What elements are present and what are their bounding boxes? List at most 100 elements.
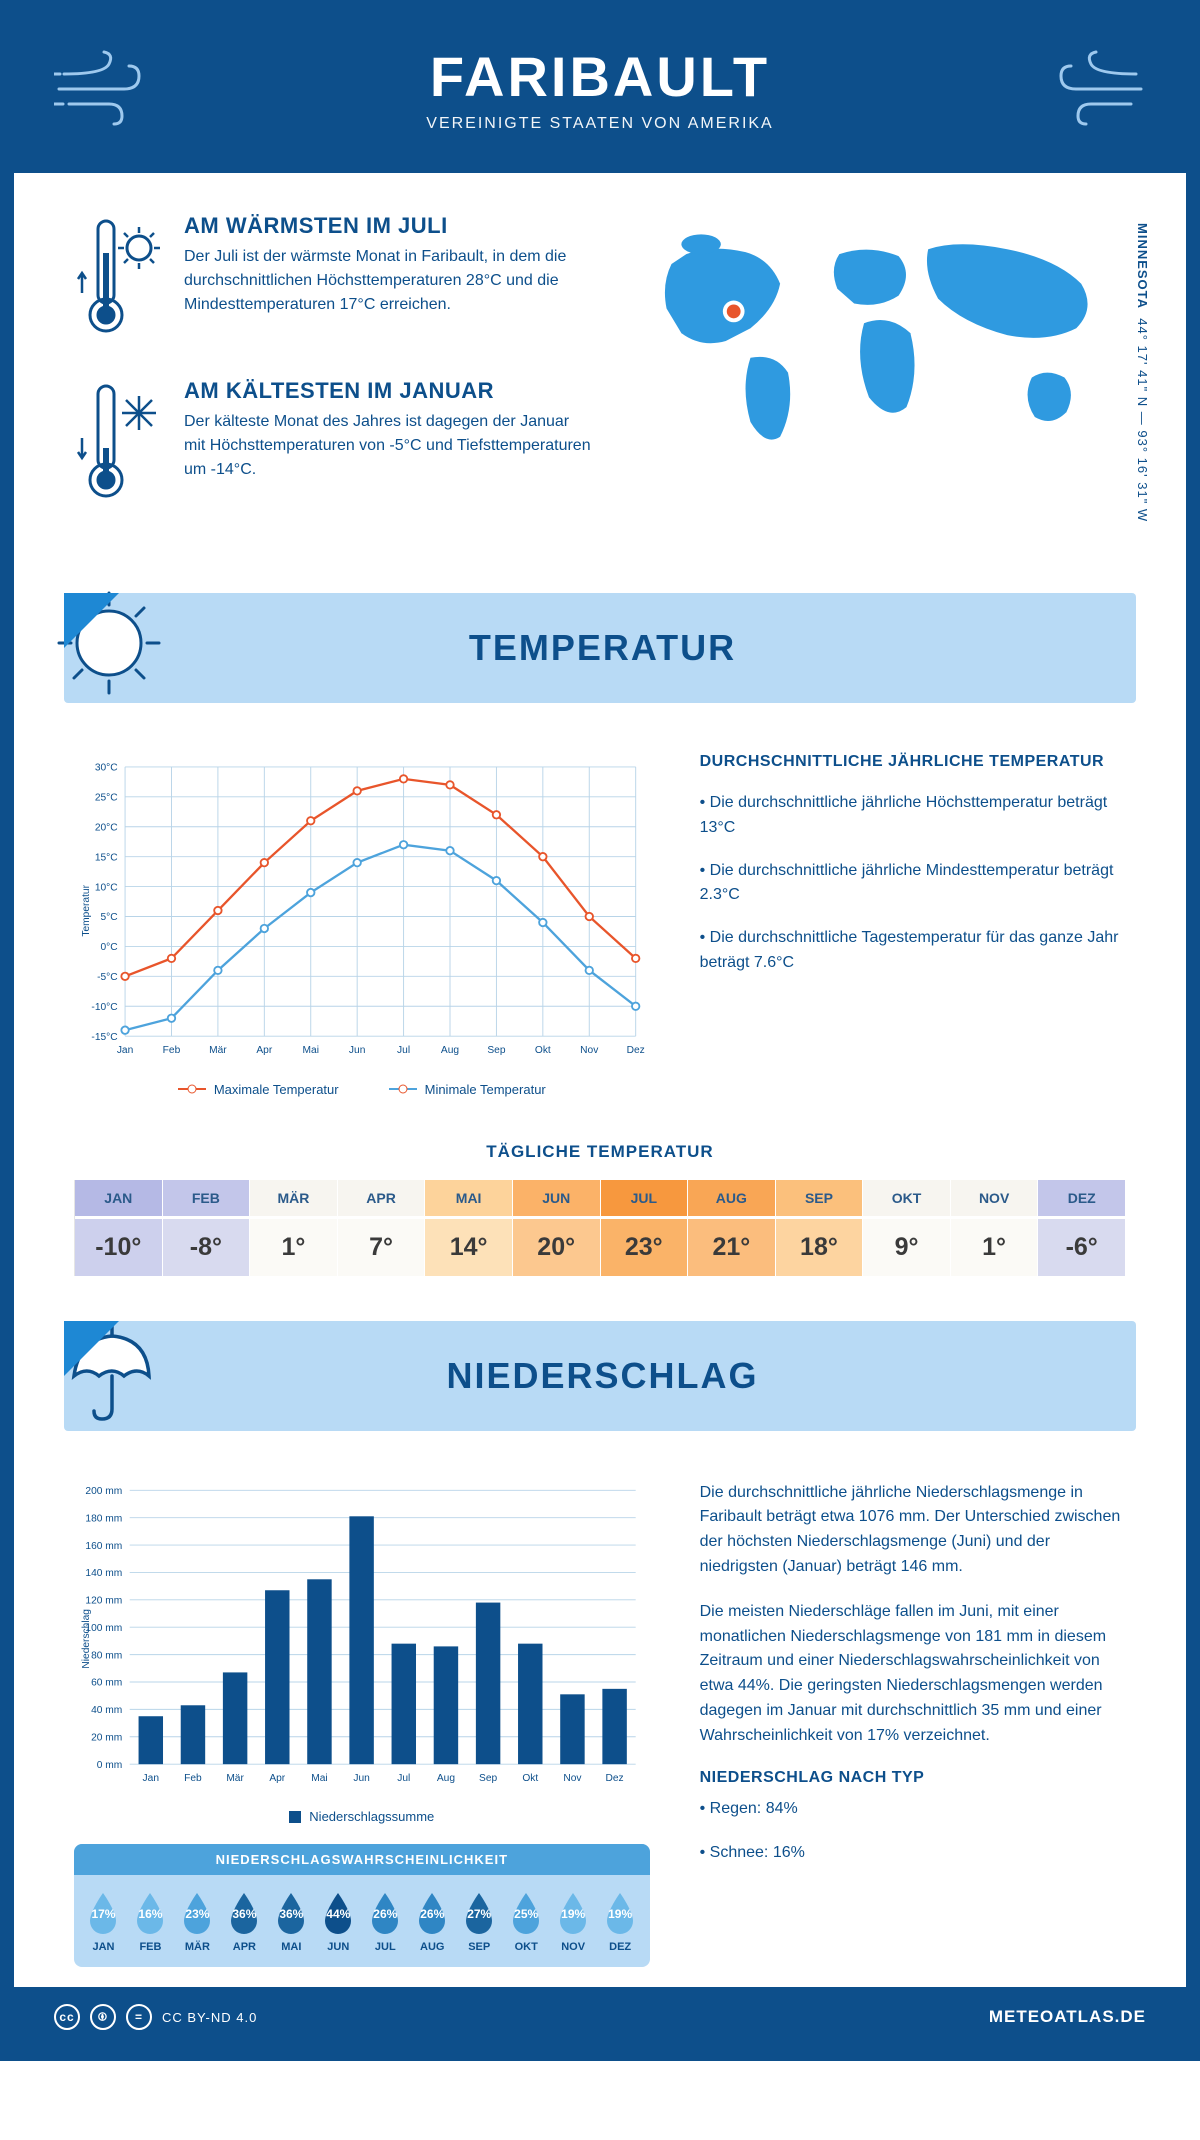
precip-prob-cell: 16% FEB [127, 1889, 174, 1953]
svg-text:180 mm: 180 mm [85, 1513, 122, 1524]
precip-banner: NIEDERSCHLAG [64, 1321, 1136, 1431]
svg-text:120 mm: 120 mm [85, 1595, 122, 1606]
warmest-fact: AM WÄRMSTEN IM JULI Der Juli ist der wär… [74, 213, 592, 343]
daily-temp-cell: JUL 23° [601, 1180, 689, 1276]
svg-text:200 mm: 200 mm [85, 1486, 122, 1497]
daily-temp-table: JAN -10° FEB -8° MÄR 1° APR 7° MAI 14° J… [74, 1180, 1126, 1276]
svg-text:Feb: Feb [184, 1773, 202, 1784]
svg-text:160 mm: 160 mm [85, 1540, 122, 1551]
warmest-title: AM WÄRMSTEN IM JULI [184, 213, 592, 239]
svg-text:80 mm: 80 mm [91, 1650, 122, 1661]
svg-text:-15°C: -15°C [91, 1032, 117, 1043]
svg-text:Jul: Jul [397, 1045, 410, 1056]
svg-text:0°C: 0°C [101, 942, 118, 953]
svg-text:-10°C: -10°C [91, 1002, 117, 1013]
svg-text:Aug: Aug [437, 1773, 455, 1784]
svg-text:60 mm: 60 mm [91, 1677, 122, 1688]
svg-text:Feb: Feb [163, 1045, 181, 1056]
temperature-chart: -15°C -10°C -5°C 0°C 5°C 10°C 15°C 20°C 25°C 30°C… [74, 753, 650, 1097]
svg-text:20°C: 20°C [95, 822, 118, 833]
svg-text:140 mm: 140 mm [85, 1568, 122, 1579]
nd-icon: = [126, 2004, 152, 2030]
daily-temp-cell: MAI 14° [425, 1180, 513, 1276]
warmest-text: Der Juli ist der wärmste Monat in Fariba… [184, 245, 592, 317]
precip-prob-cell: 36% MAI [268, 1889, 315, 1953]
svg-text:Mai: Mai [303, 1045, 319, 1056]
svg-text:Niederschlag: Niederschlag [81, 1608, 92, 1668]
world-map [632, 213, 1126, 473]
svg-text:Nov: Nov [563, 1773, 582, 1784]
svg-text:Okt: Okt [535, 1045, 551, 1056]
temperature-banner: TEMPERATUR [64, 593, 1136, 703]
daily-temp-cell: OKT 9° [863, 1180, 951, 1276]
footer: cc 🅯 = CC BY-ND 4.0 METEOATLAS.DE [14, 1987, 1186, 2047]
daily-temp-cell: SEP 18° [776, 1180, 864, 1276]
svg-text:-5°C: -5°C [97, 972, 118, 983]
page-subtitle: VEREINIGTE STAATEN VON AMERIKA [34, 115, 1166, 133]
svg-text:Apr: Apr [269, 1773, 285, 1784]
svg-text:0 mm: 0 mm [97, 1760, 123, 1771]
daily-temp-cell: MÄR 1° [250, 1180, 338, 1276]
precip-prob-cell: 36% APR [221, 1889, 268, 1953]
svg-text:Jan: Jan [117, 1045, 134, 1056]
daily-temp-cell: JUN 20° [513, 1180, 601, 1276]
thermometer-cold-icon [74, 378, 164, 508]
svg-text:30°C: 30°C [95, 763, 118, 774]
license-text: CC BY-ND 4.0 [162, 2010, 257, 2025]
daily-temp-title: TÄGLICHE TEMPERATUR [14, 1142, 1186, 1162]
daily-temp-cell: JAN -10° [75, 1180, 163, 1276]
svg-text:Jun: Jun [353, 1773, 370, 1784]
svg-text:5°C: 5°C [101, 912, 118, 923]
precip-prob-cell: 27% SEP [456, 1889, 503, 1953]
svg-text:Sep: Sep [487, 1045, 505, 1056]
svg-text:25°C: 25°C [95, 793, 118, 804]
svg-text:Apr: Apr [256, 1045, 272, 1056]
svg-text:20 mm: 20 mm [91, 1732, 122, 1743]
precip-prob-cell: 19% DEZ [597, 1889, 644, 1953]
svg-text:Nov: Nov [580, 1045, 599, 1056]
svg-text:Jun: Jun [349, 1045, 366, 1056]
daily-temp-cell: APR 7° [338, 1180, 426, 1276]
thermometer-hot-icon [74, 213, 164, 343]
daily-temp-cell: AUG 21° [688, 1180, 776, 1276]
svg-text:40 mm: 40 mm [91, 1705, 122, 1716]
precip-prob-cell: 25% OKT [503, 1889, 550, 1953]
temperature-legend: .legend-line:nth-child(1)::after{border-… [74, 1082, 650, 1097]
precip-prob-cell: 23% MÄR [174, 1889, 221, 1953]
precip-legend: Niederschlagssumme [74, 1809, 650, 1824]
svg-text:Okt: Okt [522, 1773, 538, 1784]
svg-text:Mär: Mär [209, 1045, 227, 1056]
coldest-title: AM KÄLTESTEN IM JANUAR [184, 378, 592, 404]
svg-text:Mai: Mai [311, 1773, 327, 1784]
cc-icon: cc [54, 2004, 80, 2030]
svg-text:Aug: Aug [441, 1045, 459, 1056]
coldest-fact: AM KÄLTESTEN IM JANUAR Der kälteste Mona… [74, 378, 592, 508]
precip-prob-cell: 19% NOV [550, 1889, 597, 1953]
svg-text:Dez: Dez [606, 1773, 624, 1784]
precip-probability-box: NIEDERSCHLAGSWAHRSCHEINLICHKEIT 17% JAN … [74, 1844, 650, 1967]
temperature-title: TEMPERATUR [169, 627, 1036, 669]
svg-text:10°C: 10°C [95, 882, 118, 893]
by-icon: 🅯 [90, 2004, 116, 2030]
precip-prob-cell: 17% JAN [80, 1889, 127, 1953]
svg-text:Sep: Sep [479, 1773, 497, 1784]
precip-info: Die durchschnittliche jährliche Niedersc… [700, 1481, 1126, 1968]
site-name: METEOATLAS.DE [989, 2007, 1146, 2027]
svg-text:15°C: 15°C [95, 852, 118, 863]
precip-title: NIEDERSCHLAG [169, 1355, 1036, 1397]
header: FARIBAULT VEREINIGTE STAATEN VON AMERIKA [14, 14, 1186, 173]
svg-text:Jan: Jan [143, 1773, 160, 1784]
precip-prob-cell: 26% AUG [409, 1889, 456, 1953]
svg-text:Dez: Dez [627, 1045, 645, 1056]
svg-text:Mär: Mär [226, 1773, 244, 1784]
precip-chart: 0 mm20 mm40 mm60 mm80 mm100 mm120 mm140 … [74, 1481, 650, 1968]
intro-section: AM WÄRMSTEN IM JULI Der Juli ist der wär… [14, 173, 1186, 573]
daily-temp-cell: FEB -8° [163, 1180, 251, 1276]
svg-text:Temperatur: Temperatur [81, 884, 92, 936]
svg-text:Jul: Jul [397, 1773, 410, 1784]
coldest-text: Der kälteste Monat des Jahres ist dagege… [184, 410, 592, 482]
precip-prob-cell: 26% JUL [362, 1889, 409, 1953]
page-title: FARIBAULT [34, 44, 1166, 109]
coordinates: MINNESOTA 44° 17' 41" N — 93° 16' 31" W [1135, 223, 1150, 522]
daily-temp-cell: NOV 1° [951, 1180, 1039, 1276]
